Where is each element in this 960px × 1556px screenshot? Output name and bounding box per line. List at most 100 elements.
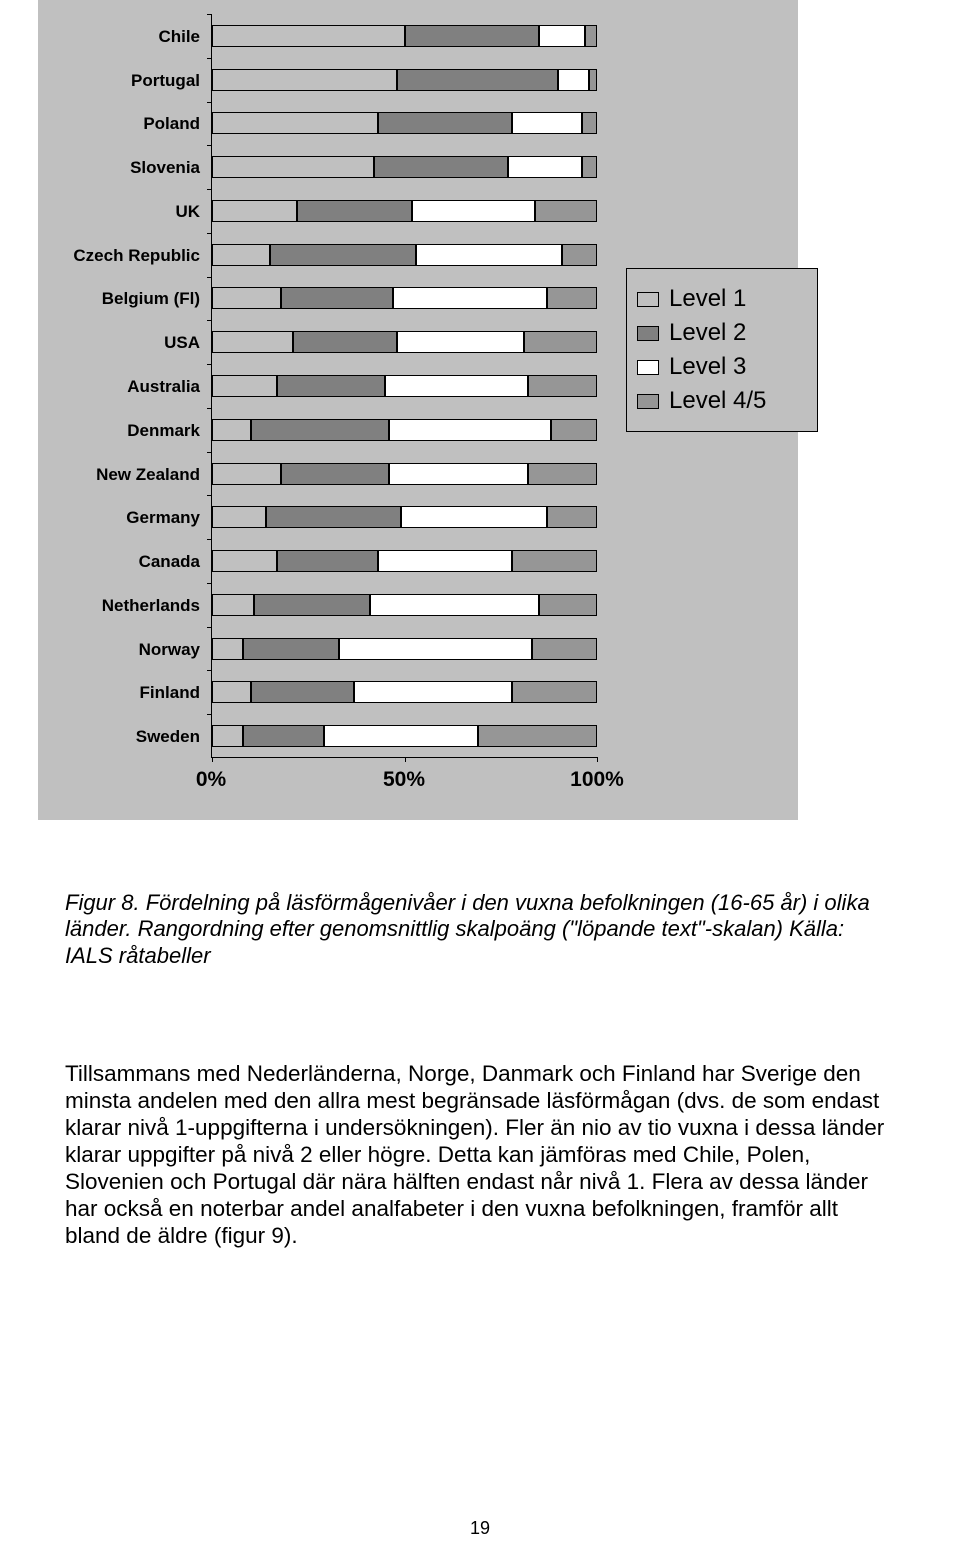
legend-swatch [637,394,659,409]
bar-segment [524,331,597,353]
y-axis-label: Czech Republic [73,246,200,266]
y-axis-label: Norway [139,640,200,660]
x-axis-label: 100% [570,768,624,792]
bar-segment [385,375,527,397]
legend-label: Level 2 [669,319,746,347]
chart-plot [211,14,597,758]
bar-row [212,287,597,309]
bar-segment [293,331,397,353]
bar-row [212,69,597,91]
bar-row [212,506,597,528]
bar-segment [212,725,243,747]
bar-segment [528,375,597,397]
bar-segment [266,506,401,528]
bar-segment [478,725,597,747]
bar-segment [212,156,374,178]
bar-segment [589,69,597,91]
bar-segment [212,25,405,47]
bar-segment [582,156,597,178]
legend-row: Level 3 [637,353,807,381]
bar-segment [562,244,597,266]
bar-segment [539,594,597,616]
bar-segment [324,725,478,747]
bar-row [212,550,597,572]
y-axis-label: Slovenia [130,158,200,178]
bar-segment [212,331,293,353]
bar-segment [378,550,513,572]
bar-segment [585,25,597,47]
figure-caption: Figur 8. Fördelning på läsförmågenivåer … [65,890,885,969]
x-axis-labels: 0%50%100% [211,768,597,798]
bar-row [212,375,597,397]
bar-segment [212,200,297,222]
legend-row: Level 4/5 [637,387,807,415]
legend-label: Level 3 [669,353,746,381]
bar-segment [512,112,581,134]
bar-segment [416,244,562,266]
bar-segment [528,463,597,485]
legend-label: Level 4/5 [669,387,766,415]
y-axis-label: USA [164,333,200,353]
bar-segment [370,594,539,616]
bar-segment [551,419,597,441]
bar-segment [539,25,585,47]
legend-swatch [637,360,659,375]
bar-segment [397,69,559,91]
bar-row [212,244,597,266]
bar-segment [547,506,597,528]
bar-segment [277,375,385,397]
bar-segment [378,112,513,134]
bar-segment [389,419,551,441]
legend: Level 1 Level 2 Level 3 Level 4/5 [626,268,818,432]
y-axis-label: New Zealand [96,465,200,485]
legend-row: Level 1 [637,285,807,313]
bar-segment [212,594,254,616]
x-axis-label: 50% [383,768,425,792]
legend-label: Level 1 [669,285,746,313]
x-axis-label: 0% [196,768,226,792]
bar-row [212,725,597,747]
bar-segment [212,638,243,660]
y-axis-label: Poland [143,114,200,134]
y-axis-label: Chile [158,27,200,47]
bar-segment [547,287,597,309]
bar-segment [212,112,378,134]
bar-segment [393,287,547,309]
bar-row [212,463,597,485]
y-axis-label: Australia [127,377,200,397]
bar-segment [397,331,524,353]
body-text: Tillsammans med Nederländerna, Norge, Da… [65,1060,895,1249]
chart-area: Chile Portugal Poland Slovenia UK Czech Repub… [38,0,798,820]
bar-segment [512,550,597,572]
bar-row [212,331,597,353]
y-axis-label: Portugal [131,71,200,91]
bar-segment [212,550,277,572]
y-axis-label: Sweden [136,727,200,747]
bar-segment [532,638,597,660]
bar-row [212,112,597,134]
bar-segment [212,69,397,91]
bar-segment [339,638,532,660]
bar-segment [281,287,393,309]
bar-segment [405,25,540,47]
bar-row [212,638,597,660]
y-axis-label: UK [175,202,200,222]
bar-segment [512,681,597,703]
legend-swatch [637,326,659,341]
bar-row [212,594,597,616]
bar-segment [212,375,277,397]
bar-row [212,200,597,222]
page: Chile Portugal Poland Slovenia UK Czech Repub… [0,0,960,1556]
page-number: 19 [0,1518,960,1539]
bar-segment [297,200,413,222]
y-axis-label: Belgium (Fl) [102,289,200,309]
y-axis-label: Canada [139,552,200,572]
bar-row [212,419,597,441]
bar-segment [535,200,597,222]
legend-swatch [637,292,659,307]
bar-segment [251,681,355,703]
y-axis-labels: Chile Portugal Poland Slovenia UK Czech Repub… [38,14,206,758]
bar-segment [212,419,251,441]
bar-segment [251,419,390,441]
bar-row [212,156,597,178]
